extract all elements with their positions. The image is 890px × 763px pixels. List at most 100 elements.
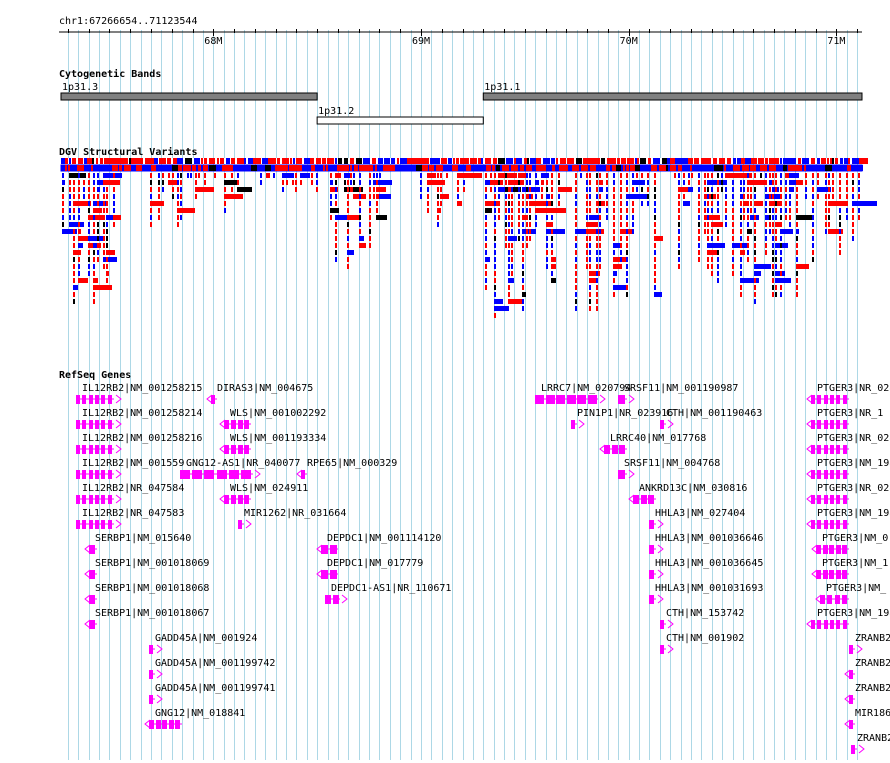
dgv-variant[interactable] [233, 165, 238, 171]
dgv-variant[interactable] [373, 187, 375, 192]
dgv-variant[interactable] [754, 201, 763, 206]
dgv-variant[interactable] [575, 180, 577, 185]
dgv-variant[interactable] [678, 222, 680, 227]
dgv-variant[interactable] [330, 173, 332, 178]
dgv-variant[interactable] [743, 201, 748, 206]
dgv-variant[interactable] [262, 158, 268, 164]
dgv-variant[interactable] [532, 165, 535, 171]
dgv-variant[interactable] [596, 278, 598, 283]
dgv-variant[interactable] [698, 215, 700, 220]
dgv-variant[interactable] [103, 208, 105, 213]
dgv-variant[interactable] [326, 165, 328, 171]
dgv-variant[interactable] [698, 194, 700, 199]
dgv-variant[interactable] [527, 158, 529, 164]
dgv-variant[interactable] [457, 187, 459, 192]
dgv-variant[interactable] [765, 236, 767, 241]
dgv-variant[interactable] [494, 194, 496, 199]
dgv-variant[interactable] [858, 194, 860, 199]
dgv-variant[interactable] [647, 201, 649, 206]
dgv-variant[interactable] [162, 173, 164, 178]
dgv-variant[interactable] [581, 165, 588, 171]
dgv-variant[interactable] [231, 194, 233, 199]
dgv-variant[interactable] [769, 187, 771, 192]
dgv-variant[interactable] [740, 278, 759, 283]
dgv-variant[interactable] [73, 215, 75, 220]
dgv-variant[interactable] [485, 285, 487, 290]
dgv-variant[interactable] [856, 165, 863, 171]
dgv-variant[interactable] [732, 180, 734, 185]
dgv-variant[interactable] [772, 243, 774, 248]
dgv-variant[interactable] [73, 222, 75, 227]
dgv-variant[interactable] [811, 158, 815, 164]
dgv-variant[interactable] [311, 180, 313, 185]
dgv-variant[interactable] [586, 229, 604, 234]
dgv-variant[interactable] [732, 271, 734, 276]
dgv-variant[interactable] [613, 236, 615, 241]
dgv-variant[interactable] [335, 257, 337, 262]
dgv-variant[interactable] [626, 250, 628, 255]
dgv-variant[interactable] [754, 278, 756, 283]
dgv-variant[interactable] [740, 201, 742, 206]
dgv-variant[interactable] [508, 222, 510, 227]
dgv-variant[interactable] [78, 229, 81, 234]
dgv-variant[interactable] [796, 180, 803, 185]
dgv-variant[interactable] [817, 180, 819, 185]
dgv-variant[interactable] [198, 173, 200, 178]
dgv-variant[interactable] [606, 201, 608, 206]
dgv-variant[interactable] [717, 215, 719, 220]
dgv-variant[interactable] [103, 257, 117, 262]
dgv-variant[interactable] [231, 187, 233, 192]
dgv-variant[interactable] [772, 292, 774, 297]
dgv-variant[interactable] [725, 215, 727, 220]
dgv-variant[interactable] [93, 201, 107, 206]
dgv-variant[interactable] [384, 158, 390, 164]
dgv-variant[interactable] [73, 187, 75, 192]
dgv-variant[interactable] [546, 165, 551, 171]
gene-il12rb2[interactable]: IL12RB2|NM_001559 [76, 458, 184, 479]
dgv-variant[interactable] [102, 165, 109, 171]
dgv-variant[interactable] [180, 173, 182, 178]
dgv-variant[interactable] [725, 173, 734, 178]
dgv-variant[interactable] [551, 250, 553, 255]
gene-serbp1[interactable]: SERBP1|NM_015640 [84, 533, 191, 554]
dgv-variant[interactable] [599, 194, 601, 199]
dgv-variant[interactable] [754, 180, 756, 185]
gene-ankrd13c[interactable]: ANKRD13C|NM_030816 [628, 483, 747, 504]
dgv-variant[interactable] [775, 173, 777, 178]
dgv-variant[interactable] [73, 201, 91, 206]
dgv-variant[interactable] [347, 250, 354, 255]
dgv-variant[interactable] [273, 173, 275, 178]
dgv-variant[interactable] [88, 215, 104, 220]
dgv-variant[interactable] [568, 165, 572, 171]
dgv-variant[interactable] [518, 236, 520, 241]
dgv-variant[interactable] [613, 215, 615, 220]
dgv-variant[interactable] [103, 201, 105, 206]
dgv-variant[interactable] [832, 180, 834, 185]
dgv-variant[interactable] [839, 173, 841, 178]
dgv-variant[interactable] [572, 158, 574, 164]
dgv-variant[interactable] [772, 257, 774, 262]
dgv-variant[interactable] [551, 173, 553, 178]
dgv-variant[interactable] [511, 264, 513, 269]
dgv-variant[interactable] [457, 201, 462, 206]
dgv-variant[interactable] [335, 229, 337, 234]
dgv-variant[interactable] [683, 180, 685, 185]
dgv-variant[interactable] [632, 201, 634, 206]
dgv-variant[interactable] [69, 215, 71, 220]
dgv-variant[interactable] [62, 180, 65, 185]
dgv-variant[interactable] [73, 236, 75, 241]
dgv-variant[interactable] [551, 229, 553, 234]
dgv-variant[interactable] [721, 180, 723, 185]
dgv-variant[interactable] [266, 173, 270, 178]
dgv-variant[interactable] [707, 208, 709, 213]
dgv-variant[interactable] [707, 229, 709, 234]
dgv-variant[interactable] [589, 292, 591, 297]
dgv-variant[interactable] [511, 222, 513, 227]
dgv-variant[interactable] [551, 222, 553, 227]
dgv-variant[interactable] [73, 271, 75, 276]
dgv-variant[interactable] [177, 215, 179, 220]
dgv-variant[interactable] [103, 194, 105, 199]
dgv-variant[interactable] [88, 180, 90, 185]
dgv-variant[interactable] [572, 165, 579, 171]
